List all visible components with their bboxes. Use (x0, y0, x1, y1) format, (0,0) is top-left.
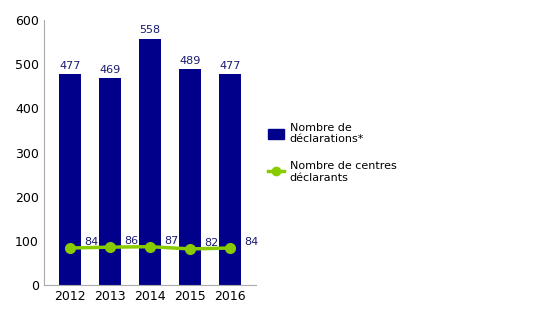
Bar (139, 38, 161, 285)
Text: 84: 84 (245, 237, 259, 247)
Text: 477: 477 (220, 61, 241, 71)
Text: 87: 87 (164, 236, 178, 246)
Text: 82: 82 (205, 238, 219, 248)
Bar (220, 74, 241, 285)
Text: 558: 558 (140, 25, 161, 36)
Bar (59, 74, 81, 285)
Text: 469: 469 (100, 65, 121, 75)
Text: 477: 477 (59, 61, 81, 71)
Text: 489: 489 (180, 56, 201, 66)
Legend: Nombre de
déclarations*, Nombre de centres
déclarants: Nombre de déclarations*, Nombre de centr… (264, 119, 400, 186)
Bar (99, 78, 121, 285)
Text: 84: 84 (84, 237, 98, 247)
Text: 86: 86 (124, 236, 138, 246)
Bar (179, 69, 201, 285)
